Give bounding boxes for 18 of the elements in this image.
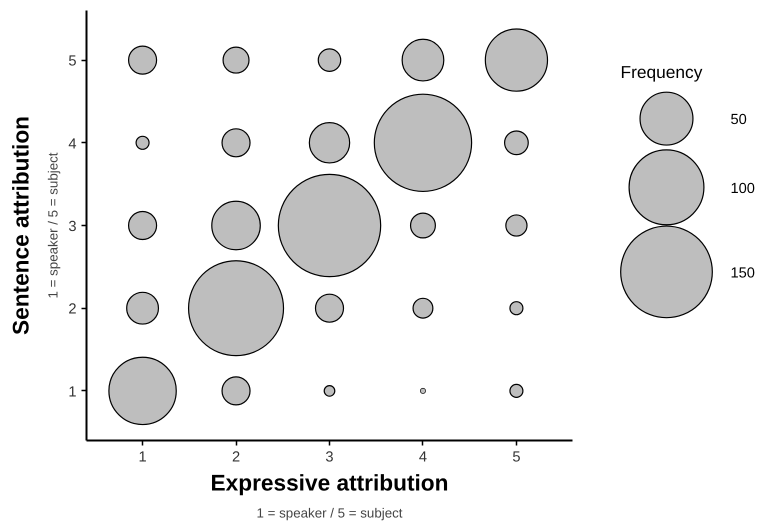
text: 1 = speaker / 5 = subject bbox=[46, 152, 60, 298]
x-tick-label: 4 bbox=[418, 450, 428, 466]
x-tick-label: 2 bbox=[232, 450, 240, 466]
y-tick-label: 4 bbox=[68, 136, 77, 152]
y-tick-label: 5 bbox=[68, 54, 77, 70]
text: 1 = speaker / 5 = subject bbox=[256, 506, 403, 520]
x-tick-label: 5 bbox=[512, 450, 521, 466]
y-tick-label: 3 bbox=[68, 219, 77, 235]
y-tick-label: 1 bbox=[68, 384, 77, 400]
y-axis-title: Sentence attribution bbox=[8, 116, 34, 336]
legend-label: 100 bbox=[730, 180, 755, 197]
x-tick-label: 1 bbox=[138, 450, 147, 466]
legend-label: 150 bbox=[730, 265, 755, 282]
legend-label: 50 bbox=[730, 112, 747, 128]
legend-title: Frequency bbox=[620, 62, 703, 82]
x-tick-label: 3 bbox=[325, 450, 334, 466]
y-tick-label: 2 bbox=[68, 302, 77, 318]
x-axis-title: Expressive attribution bbox=[210, 470, 448, 496]
